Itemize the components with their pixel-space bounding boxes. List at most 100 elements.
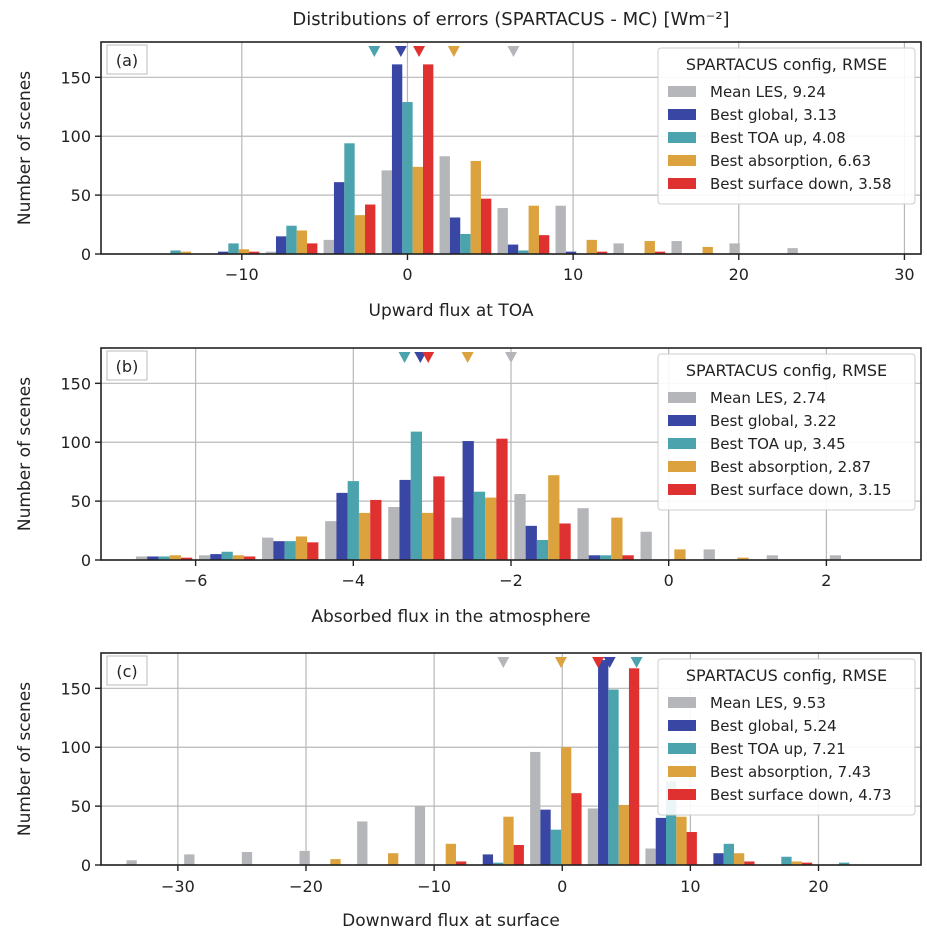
bar <box>733 853 745 865</box>
bar <box>410 431 423 560</box>
bar <box>645 848 656 865</box>
bar <box>513 844 524 865</box>
bar <box>587 808 599 865</box>
x-axis-label: Upward flux at TOA <box>369 301 534 321</box>
bar <box>723 843 734 865</box>
y-tick-label: 150 <box>60 374 91 393</box>
bar <box>275 236 287 254</box>
bar <box>654 251 666 254</box>
bar <box>296 230 308 254</box>
bar <box>540 809 551 865</box>
bar <box>674 549 686 560</box>
bar <box>485 497 497 560</box>
bar <box>514 494 526 560</box>
bar <box>744 861 755 865</box>
bar <box>588 555 600 560</box>
panel-tag-box <box>106 655 148 686</box>
y-tick-label: 100 <box>60 738 91 757</box>
bar <box>525 525 537 560</box>
legend-entry: Best absorption, 7.43 <box>710 763 871 781</box>
bar <box>232 555 245 560</box>
bar <box>333 182 345 254</box>
bar <box>402 102 413 254</box>
y-tick-label: 0 <box>81 551 91 570</box>
bar <box>170 250 181 254</box>
bar <box>507 244 519 254</box>
bar <box>518 250 529 254</box>
legend-entry: Best absorption, 6.63 <box>710 152 871 170</box>
legend-box <box>657 353 916 511</box>
mean-marker <box>507 46 520 57</box>
bar <box>781 856 792 865</box>
legend-box <box>657 47 916 205</box>
bar <box>713 853 724 865</box>
mean-marker <box>368 46 381 57</box>
bar <box>493 862 504 865</box>
bar <box>169 555 181 560</box>
x-tick-label: 2 <box>821 571 831 590</box>
legend-title: SPARTACUS config, RMSE <box>686 55 887 74</box>
panel-c: −30 −20 −10 0 10 20 0 50 100 150 Downward flux at … <box>15 652 922 931</box>
bar <box>787 248 798 254</box>
bar <box>422 64 434 254</box>
bar <box>766 555 778 560</box>
bar <box>221 551 233 560</box>
bar <box>158 556 170 560</box>
legend-swatch <box>668 132 696 143</box>
legend-entry: Mean LES, 9.24 <box>710 83 826 101</box>
bar <box>470 160 481 254</box>
panel-tag: (b) <box>116 357 139 376</box>
bar <box>323 239 334 254</box>
bar <box>528 205 539 254</box>
legend-entry: Best surface down, 4.73 <box>710 786 892 804</box>
bar <box>838 862 850 865</box>
legend-swatch <box>668 415 696 426</box>
bar <box>548 475 560 560</box>
mean-marker <box>447 46 460 57</box>
legend-swatch <box>668 766 696 777</box>
mean-marker <box>398 352 411 363</box>
legend-swatch <box>668 789 696 800</box>
y-tick-label: 100 <box>60 127 91 146</box>
bar <box>388 853 399 865</box>
bar <box>702 246 713 254</box>
bar <box>640 531 652 560</box>
bar <box>449 217 461 254</box>
bar <box>365 204 376 254</box>
mean-marker <box>497 657 510 668</box>
y-tick-label: 50 <box>71 186 91 205</box>
panel-tag-box <box>106 44 148 75</box>
bar <box>577 508 589 560</box>
legend-entry: Best global, 3.22 <box>710 412 837 430</box>
y-axis-label: Number of scenes <box>15 377 35 531</box>
legend-entry: Mean LES, 2.74 <box>710 389 826 407</box>
legend-entry: Best TOA up, 3.45 <box>710 435 846 453</box>
bar <box>210 554 222 560</box>
bar <box>357 821 368 865</box>
bar <box>599 555 612 560</box>
mean-marker <box>394 46 407 57</box>
y-tick-label: 50 <box>71 797 91 816</box>
bar <box>503 816 514 865</box>
bar <box>608 689 619 865</box>
bar <box>671 241 682 254</box>
bar <box>370 499 382 560</box>
bar <box>571 793 582 865</box>
x-tick-label: −10 <box>225 265 259 284</box>
bar <box>455 861 467 865</box>
legend-swatch <box>668 697 696 708</box>
bar <box>325 521 337 560</box>
bar <box>655 817 667 865</box>
bar <box>611 517 623 560</box>
bar <box>439 156 450 254</box>
legend-swatch <box>668 438 696 449</box>
bar <box>336 492 348 560</box>
bar <box>791 861 802 865</box>
x-tick-label: 10 <box>563 265 583 284</box>
bar <box>666 781 677 865</box>
y-tick-label: 50 <box>71 492 91 511</box>
legend-entry: Best global, 3.13 <box>710 106 837 124</box>
bar <box>126 860 137 865</box>
bar <box>628 668 640 865</box>
x-tick-label: −30 <box>161 877 195 896</box>
